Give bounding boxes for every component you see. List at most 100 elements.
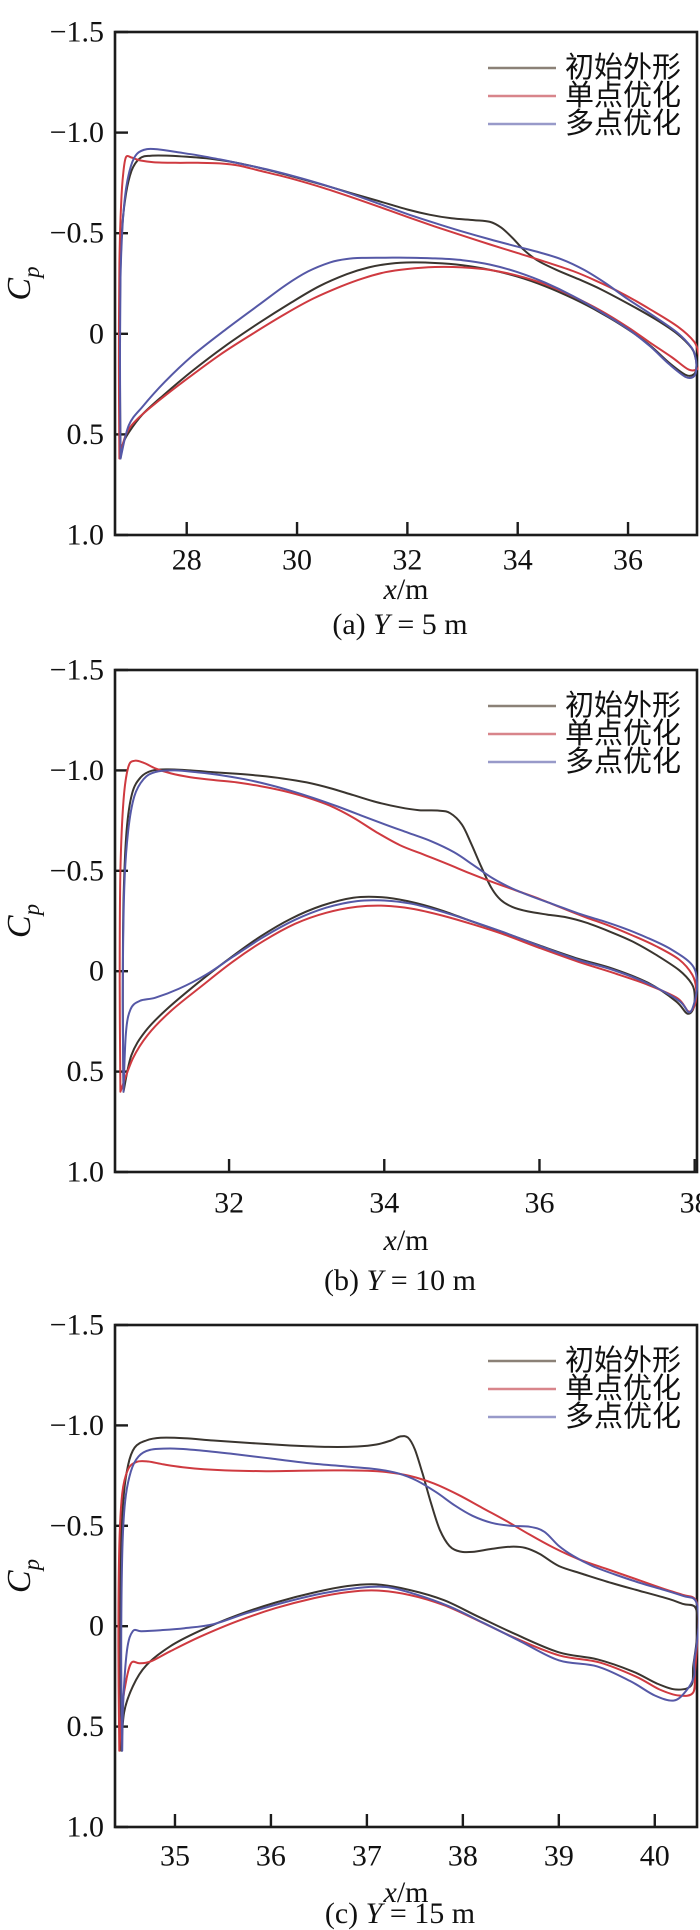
y-tick-label: −1.0: [50, 116, 104, 149]
curves: [117, 147, 699, 460]
series-multi-curve: [121, 769, 699, 1093]
legend-item-single: 单点优化: [488, 717, 681, 750]
x-axis-label-symbol: x: [383, 1224, 398, 1257]
y-axis-label: Cp: [1, 266, 44, 300]
caption-index: (b): [324, 1264, 366, 1297]
chart-caption: (a) Y = 5 m: [332, 608, 467, 641]
legend-label-multi: 多点优化: [565, 745, 681, 778]
caption-value: = 10 m: [383, 1264, 476, 1297]
y-tick-label: −1.5: [50, 16, 104, 49]
chart-caption: (b) Y = 10 m: [324, 1264, 476, 1297]
y-tick-label: 0.5: [67, 418, 105, 451]
legend-item-single: 单点优化: [488, 1372, 681, 1405]
legend-label-single: 单点优化: [565, 1372, 681, 1405]
x-tick-label: 35: [160, 1840, 190, 1873]
legend-label-multi: 多点优化: [565, 107, 681, 140]
y-axis-label-symbol: C: [1, 1570, 38, 1593]
y-tick-label: −1.0: [50, 1409, 104, 1442]
y-tick-label: −1.5: [50, 654, 104, 687]
curves: [118, 759, 699, 1093]
x-axis-label-unit: /m: [397, 1876, 429, 1909]
y-tick-label: −0.5: [50, 217, 104, 250]
legend-item-initial: 初始外形: [488, 689, 681, 722]
x-tick-label: 36: [256, 1840, 286, 1873]
x-tick-label: 36: [613, 544, 643, 577]
y-tick-label: 1.0: [67, 1156, 105, 1189]
x-axis-label: x/m: [383, 1876, 429, 1909]
series-multi-curve: [120, 1447, 699, 1752]
legend-label-single: 单点优化: [565, 717, 681, 750]
y-tick-label: 0: [89, 955, 104, 988]
legend-label-multi: 多点优化: [565, 1400, 681, 1433]
legend-label-initial: 初始外形: [565, 689, 681, 722]
curves: [117, 1435, 699, 1752]
y-tick-label: −0.5: [50, 1509, 104, 1542]
x-tick-label: 32: [214, 1187, 244, 1220]
y-tick-label: 0.5: [67, 1710, 105, 1743]
legend-item-multi: 多点优化: [488, 745, 681, 778]
y-tick-label: 0: [89, 317, 104, 350]
chart-c: 35 36 37 38 39 40 −1.5 −1.0 −0.5 0 0.5 1.0 初始外形单点优化多…: [1, 1309, 699, 1930]
x-tick-label: 40: [640, 1840, 670, 1873]
caption-symbol: Y: [367, 1264, 387, 1297]
x-axis-label-unit: /m: [397, 573, 429, 606]
y-tick-label: −1.5: [50, 1309, 104, 1342]
x-tick-label: 34: [503, 544, 533, 577]
legend-label-single: 单点优化: [565, 79, 681, 112]
caption-value: = 15 m: [382, 1897, 475, 1930]
series-single-curve: [117, 1460, 699, 1752]
series-initial-curve: [121, 768, 696, 1093]
x-tick-label: 30: [282, 544, 312, 577]
x-axis-label: x/m: [383, 573, 429, 606]
y-axis-label-subscript: p: [19, 1559, 44, 1573]
legend-item-single: 单点优化: [488, 79, 681, 112]
x-tick-label: 32: [392, 544, 422, 577]
y-tick-label: −1.0: [50, 754, 104, 787]
y-axis-label-symbol: C: [1, 278, 38, 301]
series-initial-curve: [119, 1435, 699, 1752]
y-tick-label: 0: [89, 1610, 104, 1643]
x-tick-label: 38: [448, 1840, 478, 1873]
y-tick-label: −0.5: [50, 854, 104, 887]
caption-symbol: Y: [373, 608, 393, 641]
x-axis-label-unit: /m: [397, 1224, 429, 1257]
caption-symbol: Y: [366, 1897, 386, 1930]
y-axis-label-symbol: C: [1, 915, 38, 938]
plot-border: [113, 668, 699, 1174]
y-tick-label: 1.0: [67, 1811, 105, 1844]
caption-value: = 5 m: [390, 608, 468, 641]
legend-item-initial: 初始外形: [488, 51, 681, 84]
y-tick-label: 1.0: [67, 519, 105, 552]
legend-item-multi: 多点优化: [488, 107, 681, 140]
series-initial-curve: [118, 154, 698, 460]
y-axis-label-subscript: p: [19, 904, 44, 918]
chart-caption: (c) Y = 15 m: [325, 1897, 475, 1930]
x-tick-label: 38: [680, 1187, 700, 1220]
legend-item-multi: 多点优化: [488, 1400, 681, 1433]
y-tick-label: 0.5: [67, 1055, 105, 1088]
plot-border: [113, 1323, 699, 1829]
x-axis-label: x/m: [383, 1224, 429, 1257]
x-tick-label: 34: [369, 1187, 399, 1220]
legend-label-initial: 初始外形: [565, 51, 681, 84]
legend-item-initial: 初始外形: [488, 1344, 681, 1377]
x-axis-label-symbol: x: [383, 1876, 398, 1909]
series-multi-curve: [119, 147, 698, 460]
y-axis-label: Cp: [1, 904, 44, 938]
plot-border: [113, 30, 699, 537]
x-axis-label-symbol: x: [383, 573, 398, 606]
y-axis-label: Cp: [1, 1559, 44, 1593]
x-tick-label: 39: [544, 1840, 574, 1873]
chart-a: 28 30 32 34 36 −1.5 −1.0 −0.5 0 0.5 1.0 初始外形单点优化多点优…: [1, 16, 699, 641]
x-tick-label: 28: [172, 544, 202, 577]
series-single-curve: [117, 154, 699, 460]
series-single-curve: [118, 759, 698, 1093]
legend-label-initial: 初始外形: [565, 1344, 681, 1377]
caption-index: (c): [325, 1897, 366, 1930]
y-axis-label-subscript: p: [19, 266, 44, 280]
